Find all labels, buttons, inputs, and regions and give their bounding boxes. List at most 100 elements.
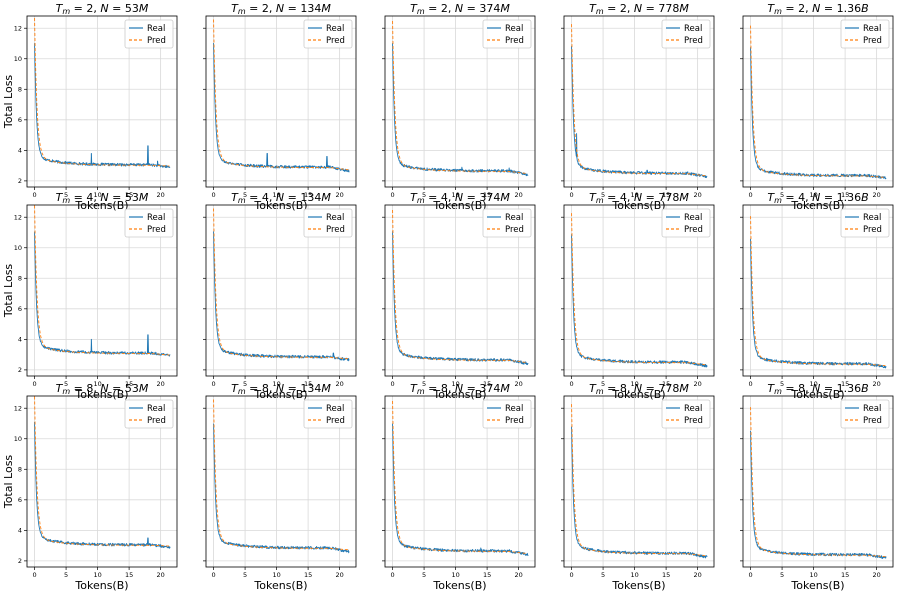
x-tick-label: 10 — [272, 380, 280, 388]
x-tick-label: 10 — [93, 191, 101, 199]
x-tick-label: 5 — [64, 571, 68, 579]
axes-frame — [26, 204, 178, 377]
x-tick-label: 0 — [748, 380, 752, 388]
series-real-line — [571, 234, 708, 368]
series-real-line — [213, 231, 350, 362]
x-tick-label: 15 — [662, 380, 670, 388]
x-tick-label: 20 — [335, 191, 343, 199]
x-axis-label: Tokens(B) — [432, 388, 486, 401]
x-tick-label: 0 — [569, 571, 573, 579]
legend-box — [840, 19, 890, 49]
x-axis-label: Tokens(B) — [74, 388, 128, 401]
y-tick-label: 12 — [14, 25, 22, 33]
x-tick-label: 10 — [451, 380, 459, 388]
x-tick-label: 20 — [156, 571, 164, 579]
legend-label-real: Real — [326, 213, 344, 223]
x-axis-label: Tokens(B) — [253, 579, 307, 592]
x-axis-label: Tokens(B) — [611, 199, 665, 212]
legend-box — [840, 208, 890, 238]
series-pred-line — [392, 21, 528, 175]
x-tick-label: 5 — [243, 380, 247, 388]
series-real-line — [750, 430, 887, 559]
series-real-line — [34, 231, 171, 357]
legend-label-pred: Pred — [147, 36, 166, 46]
x-tick-label: 5 — [601, 380, 605, 388]
x-tick-label: 15 — [483, 571, 491, 579]
series-pred-line — [571, 404, 707, 557]
x-axis-label: Tokens(B) — [74, 579, 128, 592]
axes-frame — [742, 395, 894, 568]
y-tick-label: 6 — [18, 496, 22, 504]
y-tick-label: 2 — [18, 366, 22, 374]
legend-label-pred: Pred — [147, 225, 166, 235]
series-pred-line — [750, 25, 886, 178]
series-real-line — [34, 421, 171, 549]
subplot-title: Tm = 4, N = 374M — [410, 191, 510, 205]
y-tick-label: 2 — [18, 177, 22, 185]
y-tick-label: 4 — [18, 336, 22, 344]
subplot-title: Tm = 4, N = 778M — [589, 191, 689, 205]
series-real-line — [571, 45, 708, 179]
legend-box — [661, 399, 711, 429]
x-tick-label: 0 — [211, 380, 215, 388]
y-tick-label: 12 — [14, 405, 22, 413]
series-pred-line — [34, 17, 170, 167]
y-tick-label: 10 — [14, 55, 22, 63]
x-tick-label: 0 — [390, 380, 394, 388]
legend-label-pred: Pred — [326, 416, 345, 426]
subplot-title: Tm = 2, N = 374M — [410, 2, 510, 16]
subplot-1-1: 0 5 10 15 20 2 4 6 8 10 12 Tm = 2, N = 53M Tokens(B)… — [2, 2, 178, 212]
x-axis-label: Tokens(B) — [611, 388, 665, 401]
x-tick-label: 10 — [630, 571, 638, 579]
x-tick-label: 10 — [630, 191, 638, 199]
axes-frame — [384, 15, 536, 188]
series-real-line — [392, 231, 529, 366]
x-tick-label: 0 — [211, 191, 215, 199]
series-real-line — [750, 238, 887, 369]
x-tick-label: 15 — [304, 380, 312, 388]
x-axis-label: Tokens(B) — [790, 579, 844, 592]
legend-box — [482, 19, 532, 49]
series-pred-line — [750, 407, 886, 558]
x-axis-label: Tokens(B) — [611, 579, 665, 592]
axes-frame — [742, 15, 894, 188]
axes-frame — [205, 15, 357, 188]
y-tick-label: 10 — [14, 244, 22, 252]
x-tick-label: 0 — [211, 571, 215, 579]
series-pred-line — [571, 24, 707, 177]
x-tick-label: 15 — [841, 571, 849, 579]
y-tick-label: 8 — [18, 86, 22, 94]
series-pred-line — [34, 205, 170, 356]
legend-label-real: Real — [684, 24, 702, 34]
y-axis-label: Total Loss — [2, 455, 15, 510]
legend-label-real: Real — [147, 213, 165, 223]
subplot-title: Tm = 2, N = 778M — [589, 2, 689, 16]
x-tick-label: 0 — [390, 191, 394, 199]
legend-label-pred: Pred — [684, 225, 703, 235]
x-tick-label: 20 — [514, 571, 522, 579]
subplot-title: Tm = 8, N = 1.36B — [767, 382, 868, 396]
y-tick-label: 4 — [18, 147, 22, 155]
x-axis-label: Tokens(B) — [432, 199, 486, 212]
x-tick-label: 5 — [780, 571, 784, 579]
series-pred-line — [392, 401, 528, 555]
subplot-1-4: 0 5 10 15 20 Tm = 2, N = 778M Tokens(B) Real Pre… — [561, 2, 715, 212]
x-tick-label: 5 — [780, 191, 784, 199]
subplot-title: Tm = 2, N = 53M — [56, 2, 149, 16]
legend-label-real: Real — [147, 24, 165, 34]
x-tick-label: 20 — [693, 191, 701, 199]
x-tick-label: 20 — [156, 380, 164, 388]
axes-frame — [384, 395, 536, 568]
x-tick-label: 10 — [451, 191, 459, 199]
x-tick-label: 10 — [630, 380, 638, 388]
x-tick-label: 0 — [748, 571, 752, 579]
x-tick-label: 10 — [93, 571, 101, 579]
axes-frame — [742, 204, 894, 377]
subplot-title: Tm = 8, N = 778M — [589, 382, 689, 396]
x-tick-label: 20 — [335, 380, 343, 388]
subplot-title: Tm = 4, N = 134M — [231, 191, 331, 205]
series-pred-line — [750, 216, 886, 367]
